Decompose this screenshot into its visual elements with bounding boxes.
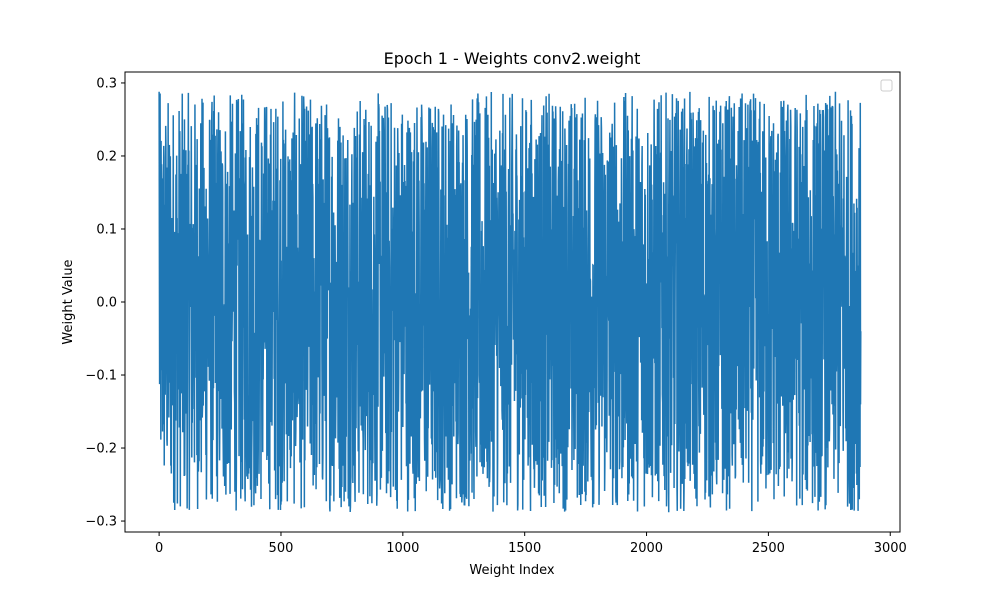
y-tick-label: −0.3 — [85, 515, 117, 530]
series-line-0 — [158, 91, 862, 513]
chart-title: Epoch 1 - Weights conv2.weight — [384, 49, 641, 68]
y-tick-label: 0.3 — [96, 76, 117, 91]
x-axis-label: Weight Index — [469, 563, 555, 578]
y-tick-label: −0.2 — [85, 442, 117, 457]
y-axis-label: Weight Value — [61, 259, 76, 344]
x-tick-label: 0 — [155, 541, 163, 556]
x-tick-label: 1000 — [386, 541, 419, 556]
plot-area — [124, 71, 901, 533]
x-axis: 0 500 1000 1500 2000 2500 3000 — [155, 532, 907, 556]
x-tick-label: 500 — [269, 541, 294, 556]
x-tick-label: 2500 — [752, 541, 785, 556]
series-layer — [158, 91, 862, 513]
y-tick-label: 0.1 — [96, 222, 117, 237]
y-tick-label: 0.2 — [96, 149, 117, 164]
y-axis: −0.3 −0.2 −0.1 0.0 0.1 0.2 0.3 — [85, 76, 125, 530]
x-tick-label: 2000 — [630, 541, 663, 556]
legend-box — [880, 79, 893, 92]
y-tick-label: −0.1 — [85, 369, 117, 384]
x-tick-label: 1500 — [508, 541, 541, 556]
y-tick-label: 0.0 — [96, 296, 117, 311]
x-tick-label: 3000 — [874, 541, 907, 556]
